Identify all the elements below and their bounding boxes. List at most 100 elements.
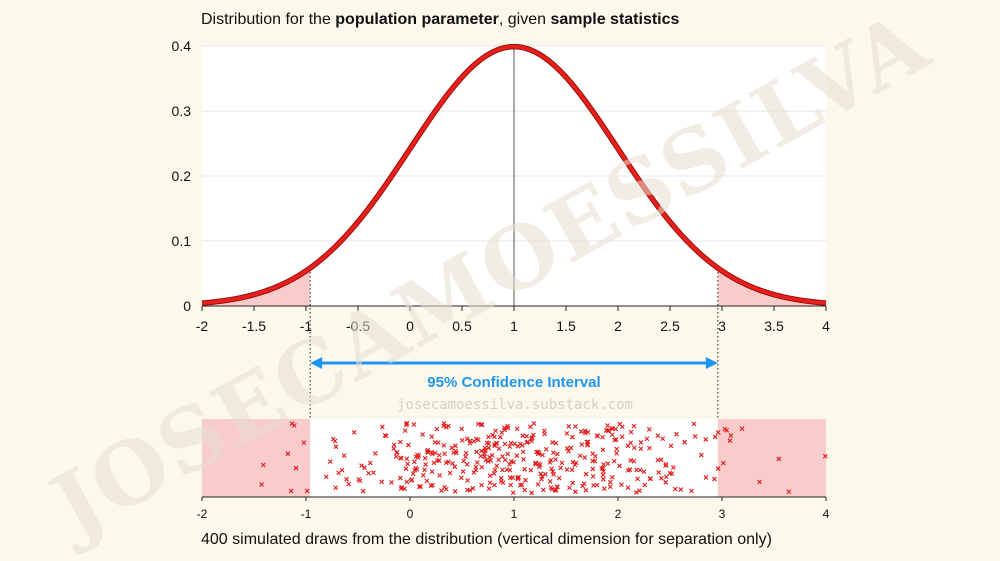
scatter-point <box>524 433 530 439</box>
scatter-point <box>453 443 458 449</box>
scatter-point <box>382 432 388 438</box>
scatter-point <box>422 455 428 461</box>
scatter-point <box>502 427 508 433</box>
scatter-point <box>703 475 709 480</box>
scatter-point <box>786 489 792 495</box>
scatter-point <box>443 460 449 466</box>
scatter-point <box>359 463 364 468</box>
scatter-point <box>550 450 556 456</box>
scatter-point <box>500 467 505 473</box>
scatter-point <box>502 441 508 447</box>
scatter-point <box>486 441 492 446</box>
scatter-point <box>617 421 623 427</box>
scatter-point <box>600 466 606 472</box>
scatter-point <box>533 461 538 467</box>
scatter-point <box>660 436 666 442</box>
scatter-point <box>582 455 588 460</box>
scatter-point <box>436 458 442 464</box>
x-tick-label: -2 <box>196 318 209 334</box>
y-tick-label: 0 <box>183 298 191 314</box>
scatter-point <box>483 457 489 463</box>
scatter-point <box>572 489 578 495</box>
scatter-point <box>492 482 497 488</box>
scatter-point <box>409 477 415 483</box>
scatter-point <box>336 470 342 476</box>
scatter-point <box>431 460 437 466</box>
scatter-point <box>333 485 339 491</box>
scatter-point <box>569 467 575 473</box>
scatter-point <box>581 481 587 486</box>
scatter-point <box>344 476 350 482</box>
scatter-point <box>510 490 516 496</box>
scatter-upper-shade <box>717 419 826 497</box>
x-tick-label: 2.5 <box>660 318 680 334</box>
scatter-point <box>301 440 307 445</box>
scatter-point <box>478 453 484 459</box>
scatter-points <box>259 420 828 496</box>
scatter-point <box>398 455 403 461</box>
scatter-point <box>619 434 625 440</box>
scatter-point <box>450 461 455 466</box>
scatter-point <box>564 467 570 472</box>
scatter-point <box>505 451 511 457</box>
scatter-point <box>479 464 485 470</box>
scatter-point <box>498 475 504 481</box>
scatter-point <box>432 439 438 445</box>
scatter-point <box>577 453 583 459</box>
scatter-point <box>531 421 537 426</box>
scatter-point <box>585 429 591 435</box>
scatter-point <box>473 436 479 442</box>
x-tick-label: -0.5 <box>346 318 370 334</box>
scatter-point <box>538 471 544 477</box>
scatter-point <box>612 437 618 443</box>
scatter-point <box>367 460 373 466</box>
scatter-point <box>406 442 411 448</box>
scatter-point <box>528 467 534 473</box>
scatter-point <box>529 490 535 496</box>
scatter-point <box>520 449 526 455</box>
scatter-point <box>609 474 615 480</box>
scatter-point <box>441 442 447 448</box>
scatter-point <box>523 477 528 483</box>
scatter-point <box>600 434 606 440</box>
scatter-point <box>493 428 498 434</box>
ci-arrow-left-head <box>310 357 323 369</box>
scatter-point <box>608 479 613 485</box>
scatter-point <box>507 462 512 467</box>
scatter-point <box>600 476 606 482</box>
scatter-point <box>399 484 405 490</box>
x-tick-label-bottom: 4 <box>823 507 830 521</box>
scatter-point <box>411 459 417 465</box>
scatter-point <box>559 460 565 466</box>
scatter-point <box>521 456 526 462</box>
scatter-point <box>405 461 411 467</box>
scatter-point <box>567 485 572 491</box>
x-tick-label-bottom: 2 <box>615 507 622 521</box>
x-tick-label-bottom: -1 <box>301 507 312 521</box>
x-tick-label: -1 <box>300 318 313 334</box>
scatter-point <box>611 458 617 464</box>
scatter-point <box>724 427 730 433</box>
scatter-point <box>602 486 607 492</box>
scatter-point <box>422 467 428 473</box>
scatter-point <box>540 487 546 493</box>
scatter-point <box>663 462 669 467</box>
scatter-point <box>394 450 400 455</box>
scatter-point <box>304 488 310 494</box>
x-tick-label-bottom: 1 <box>511 507 518 521</box>
scatter-point <box>413 465 419 471</box>
scatter-point <box>605 428 611 434</box>
scatter-point <box>288 488 294 494</box>
scatter-point <box>776 456 782 462</box>
x-tick-label: 3 <box>718 318 726 334</box>
x-tick-label: 4 <box>822 318 830 334</box>
scatter-point <box>259 482 264 487</box>
scatter-point <box>698 452 704 458</box>
scatter-point <box>631 423 637 429</box>
scatter-point <box>496 457 502 463</box>
scatter-point <box>599 465 605 471</box>
scatter-point <box>528 424 533 430</box>
scatter-point <box>631 458 637 464</box>
scatter-point <box>583 471 589 477</box>
scatter-point <box>424 449 430 455</box>
